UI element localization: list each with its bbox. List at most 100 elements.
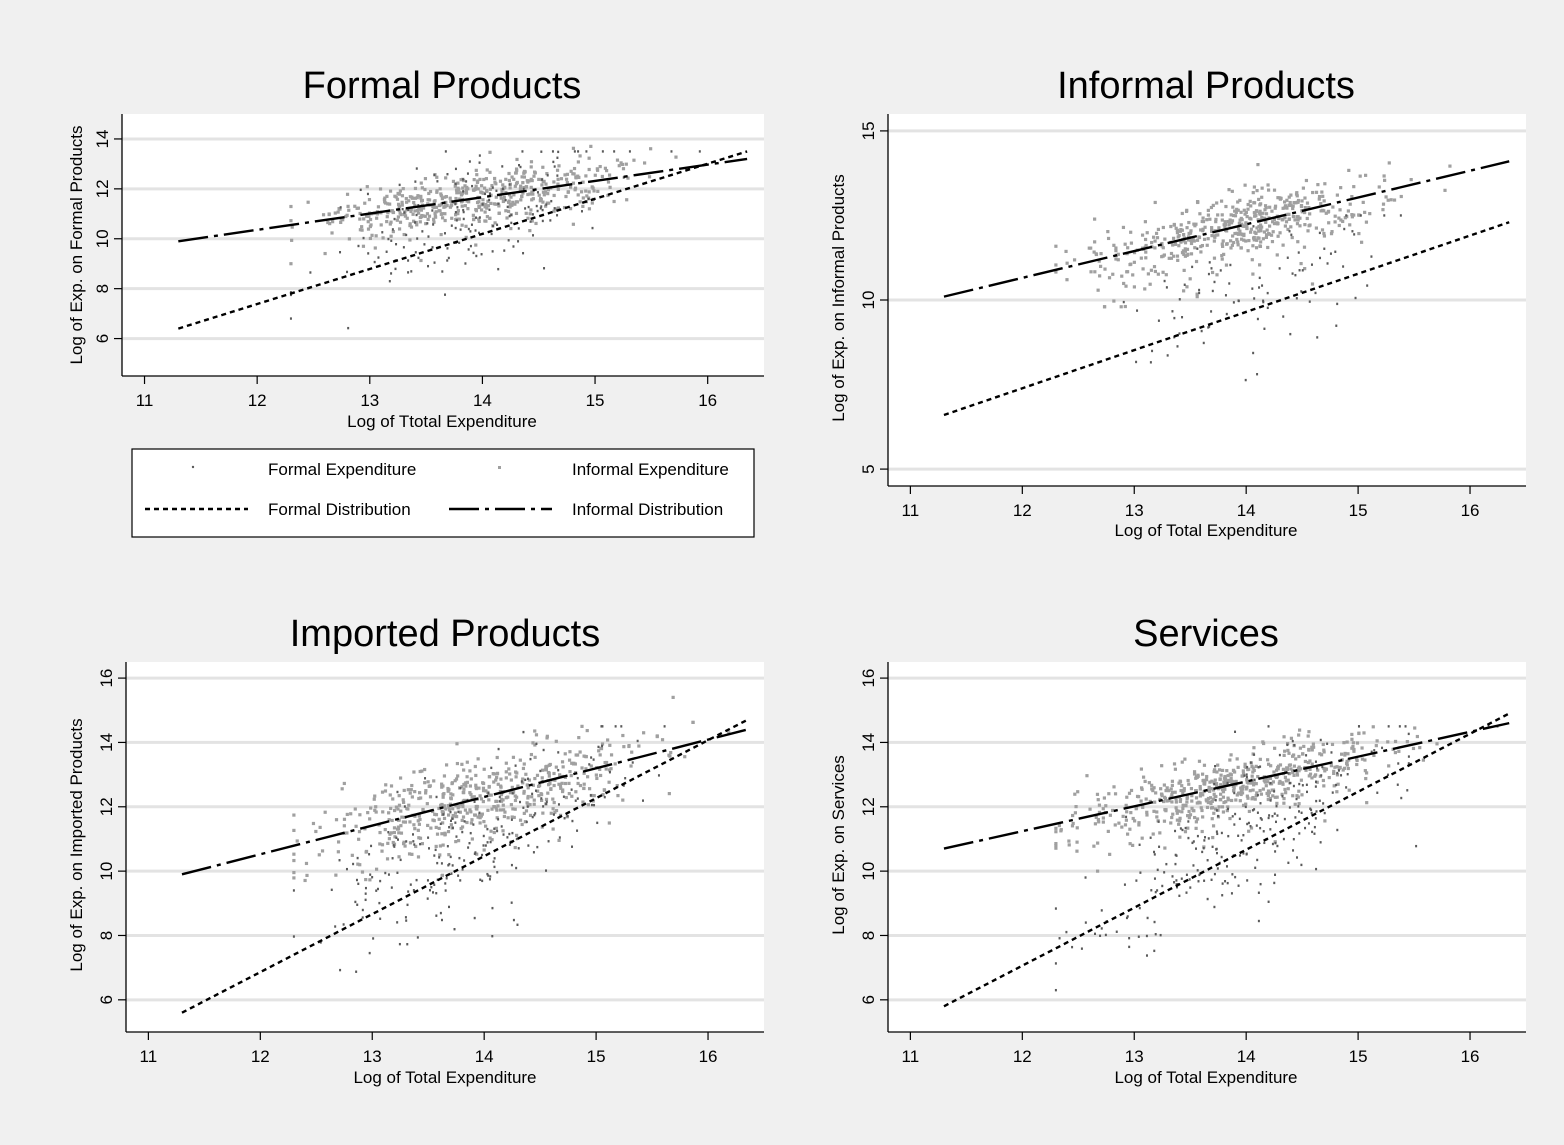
informal-expenditure-point [1247,238,1251,243]
formal-expenditure-point [403,211,406,214]
informal-expenditure-point [1186,238,1190,242]
formal-expenditure-point [493,865,496,869]
informal-expenditure-point [1346,209,1350,213]
informal-expenditure-point [530,178,534,183]
informal-expenditure-point [402,788,406,793]
informal-expenditure-point [1262,230,1267,234]
informal-expenditure-point [443,205,447,209]
informal-expenditure-point [504,761,508,765]
informal-expenditure-point [1286,227,1290,231]
informal-expenditure-point [1266,245,1270,250]
formal-expenditure-point [614,725,617,728]
informal-expenditure-point [1295,194,1299,198]
informal-expenditure-point [1220,788,1225,792]
informal-expenditure-point [1182,232,1186,237]
informal-expenditure-point [484,219,488,223]
formal-expenditure-point [1244,378,1247,382]
formal-expenditure-point [1224,294,1227,297]
informal-expenditure-point [1365,801,1369,805]
formal-expenditure-point [354,900,357,904]
informal-expenditure-point [1153,246,1157,250]
formal-expenditure-point [556,214,559,217]
y-tick-label: 6 [859,995,878,1004]
informal-expenditure-point [511,755,516,759]
informal-expenditure-point [1192,770,1197,774]
formal-expenditure-point [1320,774,1323,777]
informal-expenditure-point [388,832,392,836]
informal-expenditure-point [1182,252,1186,257]
informal-expenditure-point [1159,792,1164,796]
informal-expenditure-point [499,797,503,801]
informal-expenditure-point [1161,246,1165,250]
informal-expenditure-point [455,742,459,746]
informal-expenditure-point [1238,218,1242,222]
informal-expenditure-point [409,788,413,792]
informal-expenditure-point [534,733,539,737]
formal-expenditure-point [541,178,544,181]
formal-expenditure-point [1387,773,1390,777]
informal-expenditure-point [469,777,473,781]
informal-expenditure-point [426,198,430,202]
formal-expenditure-point [641,799,644,802]
informal-expenditure-point [534,221,538,226]
formal-expenditure-point [470,223,473,226]
formal-expenditure-point [1314,780,1317,783]
informal-expenditure-point [450,216,454,220]
informal-expenditure-point [328,222,332,226]
informal-expenditure-point [473,813,477,817]
formal-expenditure-point [1310,263,1313,266]
informal-expenditure-point [1271,230,1275,234]
informal-expenditure-point [587,207,592,211]
informal-expenditure-point [1287,195,1291,199]
informal-expenditure-point [481,786,486,790]
informal-expenditure-point [1192,772,1197,776]
formal-expenditure-point [355,878,358,882]
formal-expenditure-point [1208,325,1211,328]
informal-expenditure-point [536,789,540,793]
formal-expenditure-point [517,847,520,850]
informal-expenditure-point [1266,780,1270,784]
formal-expenditure-point [590,803,593,807]
informal-expenditure-point [533,171,537,175]
informal-expenditure-point [1174,806,1178,810]
informal-expenditure-point [1272,221,1277,226]
informal-expenditure-point [578,154,582,158]
informal-expenditure-point [396,202,401,206]
informal-expenditure-point [1277,216,1281,220]
plot-area [122,114,764,376]
informal-expenditure-point [559,786,563,790]
formal-expenditure-point [515,866,518,870]
informal-expenditure-point [1282,796,1286,801]
informal-expenditure-point [620,162,625,167]
informal-expenditure-point [508,791,512,795]
informal-expenditure-point [416,855,421,859]
informal-expenditure-point [358,211,362,216]
informal-expenditure-point [454,196,458,201]
informal-expenditure-point [419,196,423,200]
informal-expenditure-point [1308,212,1312,216]
informal-expenditure-point [428,189,433,194]
informal-expenditure-point [1139,767,1144,771]
formal-expenditure-point [497,202,500,205]
formal-expenditure-point [462,190,465,193]
informal-expenditure-point [418,791,422,795]
informal-expenditure-point [1222,782,1227,787]
informal-expenditure-point [1161,270,1165,274]
informal-expenditure-point [1310,762,1314,766]
formal-expenditure-point [628,150,631,153]
x-tick-label: 15 [1349,501,1368,520]
formal-expenditure-point [407,890,410,893]
informal-expenditure-point [511,807,515,811]
informal-expenditure-point [1221,795,1226,799]
informal-expenditure-point [1178,816,1182,820]
formal-expenditure-point [496,223,499,226]
formal-expenditure-point [1269,781,1272,785]
informal-expenditure-point [547,774,551,778]
formal-expenditure-point [613,150,616,153]
informal-expenditure-point [1318,752,1322,756]
informal-expenditure-point [1194,222,1198,226]
formal-expenditure-point [474,216,477,219]
formal-expenditure-point [1298,810,1301,813]
informal-expenditure-point [1231,205,1235,209]
informal-expenditure-point [1327,221,1331,225]
